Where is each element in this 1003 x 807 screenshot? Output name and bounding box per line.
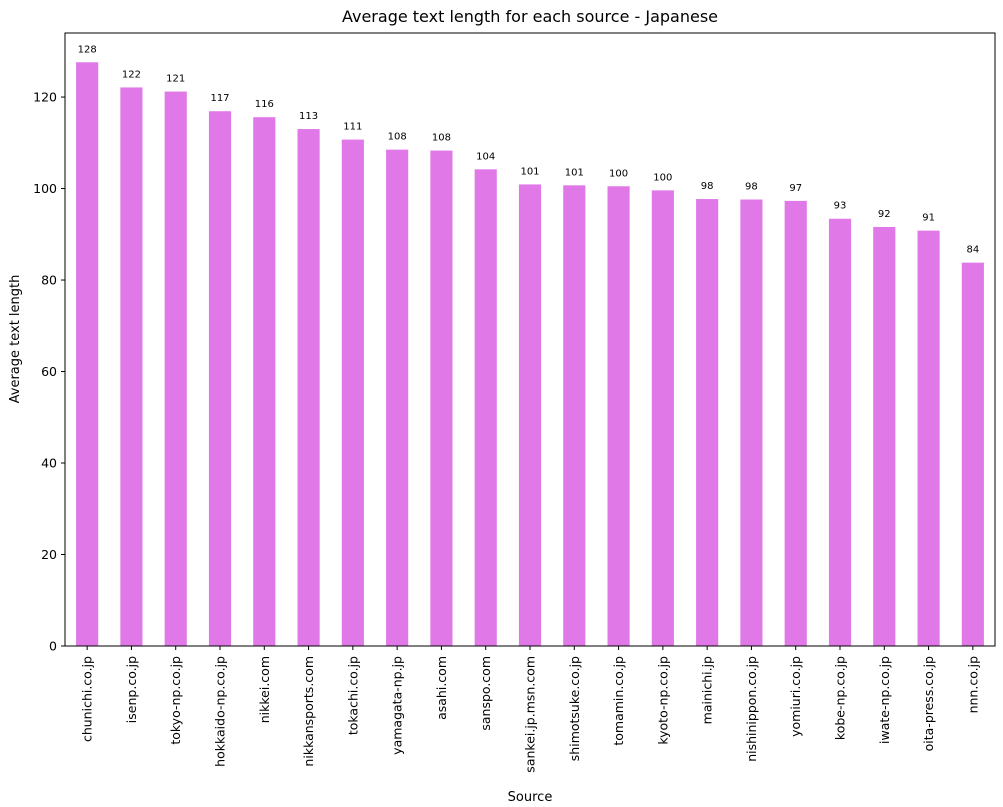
bar-value-label: 113 (299, 111, 318, 122)
x-tick-label: isenp.co.jp (124, 656, 139, 723)
bar-hokkaido-np.co.jp (208, 111, 232, 646)
bar-value-label: 117 (210, 93, 229, 104)
x-tick-label: tokyo-np.co.jp (168, 656, 183, 745)
bar-shimotsuke.co.jp (563, 185, 586, 646)
bar-oita-press.co.jp (917, 230, 940, 646)
bar-sanspo.com (474, 169, 497, 646)
x-tick-label: chunichi.co.jp (80, 656, 95, 742)
bar-value-label: 92 (878, 209, 891, 220)
x-tick-label: mainichi.jp (700, 656, 715, 724)
x-tick-label: nishinippon.co.jp (744, 656, 759, 762)
x-tick-label: tomamin.co.jp (611, 656, 626, 746)
bar-nikkansports.com (297, 129, 320, 647)
bar-value-label: 98 (745, 182, 758, 193)
x-tick-label: asahi.com (434, 656, 449, 720)
y-axis: 0 20 40 60 80 100 120 (33, 90, 65, 654)
bar-value-label: 101 (520, 166, 539, 177)
bar-labels-group: 128 122 121 117 116 113 111 108 108 104 101 101 100 1… (78, 44, 980, 255)
bar-value-label: 108 (432, 133, 451, 144)
bar-value-label: 97 (789, 183, 802, 194)
x-axis: chunichi.co.jp isenp.co.jp tokyo-np.co.jp h… (80, 646, 980, 773)
x-tick-label: kyoto-np.co.jp (655, 656, 670, 745)
bar-value-label: 111 (343, 122, 362, 133)
bar-tokyo-np.co.jp (164, 91, 187, 646)
bar-nishinippon.co.jp (740, 199, 763, 646)
x-tick-label: nikkei.com (257, 656, 272, 723)
bar-value-label: 100 (653, 172, 672, 183)
bar-value-label: 101 (565, 167, 584, 178)
y-tick-label: 20 (41, 547, 57, 562)
y-axis-label: Average text length (8, 275, 23, 404)
y-tick-label: 120 (33, 90, 57, 105)
bar-value-label: 100 (609, 168, 628, 179)
x-tick-label: yamagata-np.jp (390, 656, 405, 755)
x-tick-label: nikkansports.com (301, 656, 316, 767)
bar-nnn.co.jp (961, 262, 984, 646)
bar-tokachi.co.jp (341, 139, 364, 646)
y-tick-label: 40 (41, 456, 57, 471)
x-tick-label: nnn.co.jp (965, 656, 980, 713)
bar-nikkei.com (253, 117, 276, 646)
bar-mainichi.jp (696, 199, 719, 646)
bar-value-label: 98 (701, 181, 714, 192)
bar-yamagata-np.jp (386, 149, 409, 646)
x-tick-label: kobe-np.co.jp (833, 656, 848, 740)
x-tick-label: sankei.jp.msn.com (523, 656, 538, 773)
bar-value-label: 91 (922, 213, 935, 224)
bar-kobe-np.co.jp (828, 218, 852, 646)
bar-value-label: 104 (476, 151, 495, 162)
bar-sankei.jp.msn.com (518, 184, 542, 646)
x-tick-label: sanspo.com (478, 656, 493, 731)
x-tick-label: iwate-np.co.jp (877, 656, 892, 744)
bar-asahi.com (430, 150, 453, 646)
chart-title: Average text length for each source - Ja… (342, 7, 718, 26)
bar-tomamin.co.jp (607, 186, 630, 646)
bar-value-label: 108 (388, 132, 407, 143)
bar-chunichi.co.jp (76, 62, 99, 647)
x-tick-label: tokachi.co.jp (345, 656, 360, 735)
bar-value-label: 122 (122, 69, 141, 80)
y-tick-label: 60 (41, 364, 57, 379)
bar-iwate-np.co.jp (873, 226, 896, 646)
bar-isenp.co.jp (120, 87, 143, 647)
bar-value-label: 84 (966, 245, 979, 256)
bar-value-label: 93 (834, 201, 847, 212)
bar-kyoto-np.co.jp (651, 190, 674, 646)
bar-value-label: 116 (255, 99, 274, 110)
y-tick-label: 0 (49, 639, 57, 654)
x-axis-label: Source (508, 790, 553, 805)
y-tick-label: 100 (33, 181, 57, 196)
bar-value-label: 121 (166, 74, 185, 85)
x-tick-label: oita-press.co.jp (921, 656, 936, 751)
y-tick-label: 80 (41, 273, 57, 288)
x-tick-label: shimotsuke.co.jp (567, 656, 582, 761)
bar-yomiuri.co.jp (784, 200, 807, 647)
bars-group (76, 62, 984, 647)
x-tick-label: yomiuri.co.jp (788, 656, 803, 737)
bar-value-label: 128 (78, 44, 97, 55)
x-tick-label: hokkaido-np.co.jp (213, 656, 228, 767)
